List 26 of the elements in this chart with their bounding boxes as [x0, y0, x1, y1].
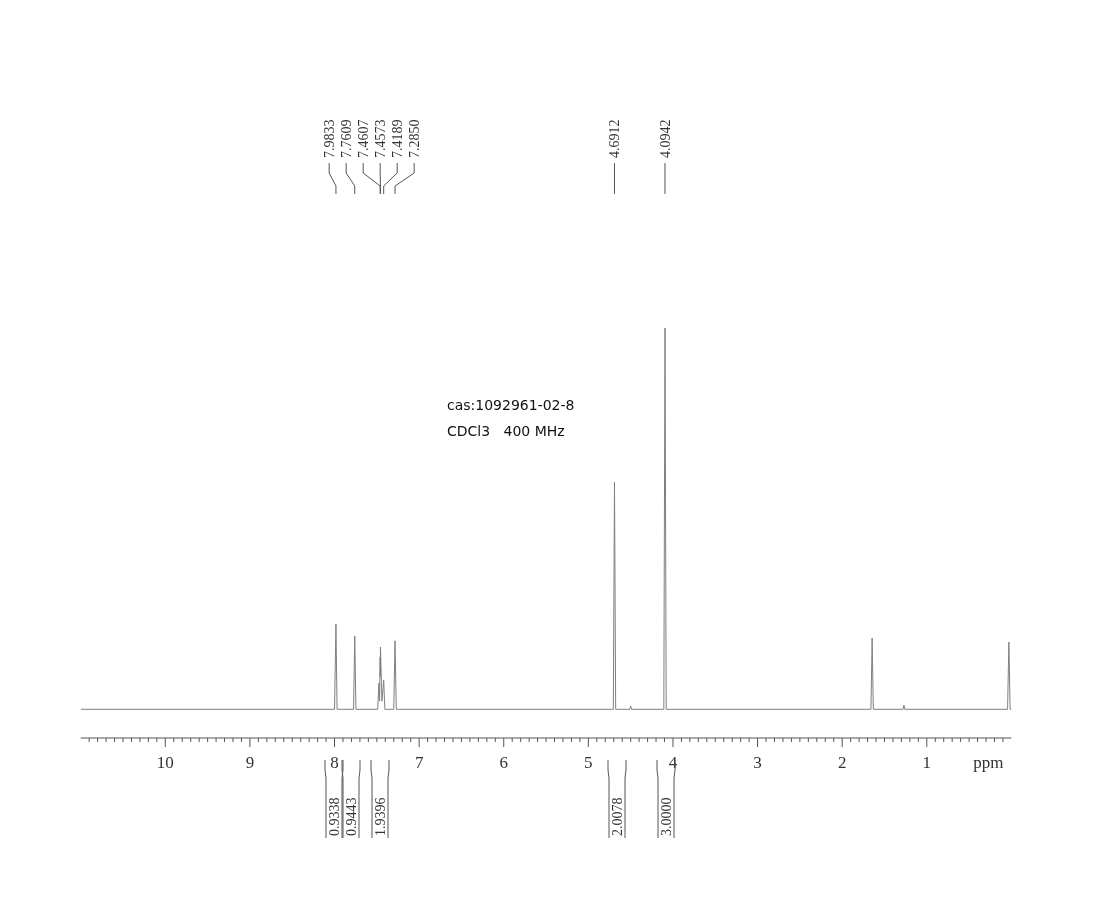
- text: 2.0078: [610, 797, 625, 836]
- annotation: 4.6912: [607, 119, 623, 158]
- x-tick-label: 9: [245, 753, 255, 772]
- text: 3.0000: [659, 797, 674, 836]
- x-tick-label: 4: [668, 753, 678, 772]
- annotation: 7.9833: [322, 119, 338, 158]
- annotation: 7.4607: [356, 119, 372, 158]
- x-tick-label: 6: [499, 753, 508, 772]
- x-tick-label: 3: [753, 753, 762, 772]
- x-tick-label: 2: [837, 753, 847, 772]
- x-axis-title: ppm: [973, 753, 1004, 772]
- annotation: 7.4189: [390, 119, 406, 158]
- annotation: 7.4573: [373, 119, 389, 158]
- annotation: 7.7609: [339, 119, 355, 158]
- x-tick-label: 10: [156, 753, 174, 772]
- annotation: cas:1092961-02-8: [447, 397, 575, 413]
- text: 1.9396: [373, 797, 388, 836]
- text: 0.9338: [327, 797, 342, 836]
- x-tick-label: 8: [330, 753, 339, 772]
- text: 0.9443: [344, 797, 359, 836]
- annotation: 7.2850: [407, 119, 423, 158]
- x-tick-label: 7: [414, 753, 424, 772]
- annotation: 4.0942: [657, 119, 673, 158]
- x-tick-label: 5: [584, 753, 593, 772]
- annotation: CDCl3 400 MHz: [447, 423, 565, 439]
- x-tick-label: 1: [922, 753, 932, 772]
